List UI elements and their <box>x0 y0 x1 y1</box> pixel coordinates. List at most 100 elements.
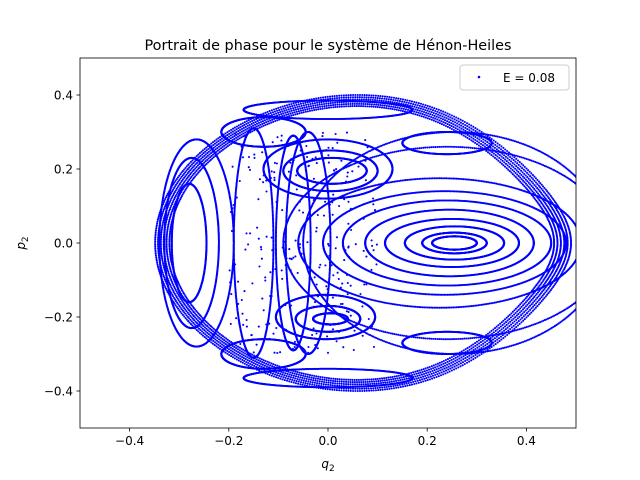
data-point <box>414 113 417 116</box>
data-point <box>468 348 471 351</box>
data-point <box>292 102 295 105</box>
data-point <box>303 384 306 387</box>
data-point <box>453 115 456 118</box>
data-point <box>156 263 159 266</box>
data-point <box>478 141 481 144</box>
data-point <box>347 94 350 97</box>
data-point <box>363 387 366 390</box>
data-point <box>297 373 300 376</box>
data-point <box>366 378 369 381</box>
data-point <box>216 336 219 340</box>
data-point <box>405 382 408 385</box>
data-point <box>502 326 505 329</box>
data-point <box>420 115 423 118</box>
data-point <box>181 174 184 177</box>
data-point <box>462 358 465 361</box>
data-point <box>349 105 352 108</box>
data-point <box>340 105 343 108</box>
data-point <box>321 376 324 379</box>
data-point <box>336 380 339 383</box>
data-point <box>217 346 220 349</box>
data-point <box>502 337 505 340</box>
data-point <box>274 119 277 123</box>
data-point <box>526 176 529 179</box>
data-point <box>296 112 299 115</box>
data-point <box>264 359 267 363</box>
data-point <box>408 384 411 387</box>
data-point <box>367 98 370 101</box>
data-point <box>442 370 445 373</box>
data-point <box>325 376 328 379</box>
data-point <box>527 169 530 172</box>
data-point <box>428 373 431 376</box>
data-point <box>276 374 279 377</box>
data-point <box>277 111 280 114</box>
data-point <box>447 368 450 371</box>
data-point <box>362 102 365 106</box>
data-point <box>427 368 431 371</box>
data-point <box>330 377 333 380</box>
data-point <box>522 168 525 171</box>
data-point <box>424 116 427 119</box>
data-point <box>353 383 357 386</box>
data-point <box>530 180 533 183</box>
data-point <box>454 359 457 362</box>
data-point <box>426 109 429 112</box>
data-point <box>366 103 369 106</box>
data-point <box>370 94 373 97</box>
data-point <box>241 122 244 125</box>
data-point <box>395 375 398 378</box>
data-point <box>335 97 339 100</box>
data-point <box>415 372 418 375</box>
data-point <box>400 376 403 379</box>
data-point <box>309 105 313 108</box>
data-point <box>377 94 380 97</box>
data-point <box>238 131 241 134</box>
data-point <box>383 97 386 100</box>
data-point <box>365 96 368 99</box>
data-point <box>390 105 393 108</box>
data-point <box>226 349 229 352</box>
data-point <box>248 360 251 363</box>
data-point <box>416 109 419 112</box>
data-point <box>347 102 350 106</box>
data-point <box>377 382 380 385</box>
data-point <box>338 94 341 97</box>
data-point <box>323 376 326 379</box>
data-point <box>314 379 317 382</box>
data-point <box>355 102 359 105</box>
data-point <box>358 389 362 393</box>
data-point <box>297 380 300 383</box>
data-point <box>321 107 324 110</box>
data-point <box>363 96 366 99</box>
data-point <box>476 346 479 349</box>
data-point <box>451 120 454 123</box>
data-point <box>385 385 388 389</box>
data-point <box>423 113 426 116</box>
data-point <box>250 361 253 364</box>
data-point <box>260 365 263 368</box>
data-point <box>180 175 183 178</box>
data-point <box>398 376 401 380</box>
data-point <box>408 99 411 102</box>
data-point <box>290 380 293 384</box>
data-point <box>393 375 396 378</box>
data-point <box>452 123 455 126</box>
data-point <box>493 327 497 330</box>
data-point <box>321 378 324 381</box>
data-point <box>415 106 418 109</box>
data-point <box>528 313 531 316</box>
data-point <box>224 140 227 143</box>
data-point <box>480 139 483 143</box>
data-point <box>424 367 427 370</box>
data-point <box>187 320 190 323</box>
data-point <box>244 125 247 128</box>
data-point <box>244 355 247 358</box>
data-point <box>410 383 414 386</box>
data-point <box>162 275 165 278</box>
data-point <box>549 289 552 292</box>
data-point <box>442 113 445 116</box>
data-point <box>250 358 253 361</box>
data-point <box>468 360 471 363</box>
data-point <box>379 388 382 391</box>
